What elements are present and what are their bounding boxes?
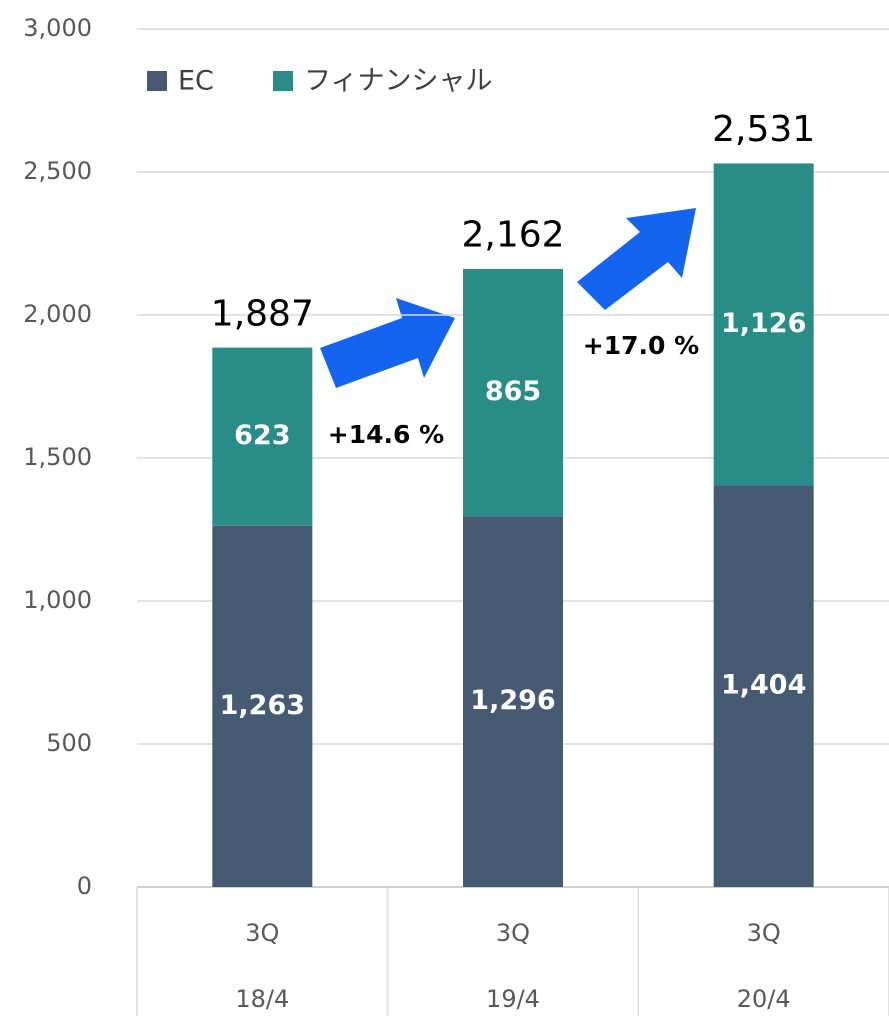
bar-segment (212, 525, 313, 887)
growth-arrow (577, 208, 696, 310)
data-label: 865 (485, 376, 541, 407)
y-tick-label: 1,500 (23, 443, 92, 471)
x-group-label: 18/4 (235, 985, 289, 1013)
data-label: 623 (234, 420, 290, 451)
y-tick-label: 2,500 (23, 157, 92, 185)
growth-label: +17.0 % (583, 331, 699, 360)
data-label: 1,126 (721, 308, 806, 339)
bar-segment (713, 485, 814, 887)
data-label: 1,296 (470, 685, 555, 716)
bar-segment (463, 268, 563, 517)
legend-label: フィナンシャル (304, 66, 492, 97)
x-group-label: 20/4 (737, 985, 791, 1013)
growth-label: +14.6 % (328, 420, 444, 449)
x-tick-label: 3Q (747, 919, 781, 947)
y-tick-label: 3,000 (23, 14, 92, 42)
legend-swatch (273, 71, 293, 91)
x-tick-label: 3Q (496, 919, 530, 947)
legend-label: EC (178, 66, 214, 97)
bar-segment (713, 163, 814, 486)
x-group-label: 19/4 (486, 985, 540, 1013)
y-tick-label: 0 (77, 872, 92, 900)
y-tick-label: 1,000 (23, 586, 92, 614)
bar-segment (212, 347, 313, 526)
total-label: 2,162 (461, 215, 564, 256)
bar-segment (463, 516, 563, 887)
total-label: 2,531 (712, 109, 815, 150)
growth-arrow (320, 298, 455, 388)
total-label: 1,887 (211, 293, 314, 334)
data-label: 1,263 (220, 690, 305, 721)
legend-swatch (147, 71, 167, 91)
y-tick-label: 2,000 (23, 300, 92, 328)
x-tick-label: 3Q (245, 919, 279, 947)
data-label: 1,404 (721, 670, 806, 701)
y-tick-label: 500 (46, 729, 92, 757)
